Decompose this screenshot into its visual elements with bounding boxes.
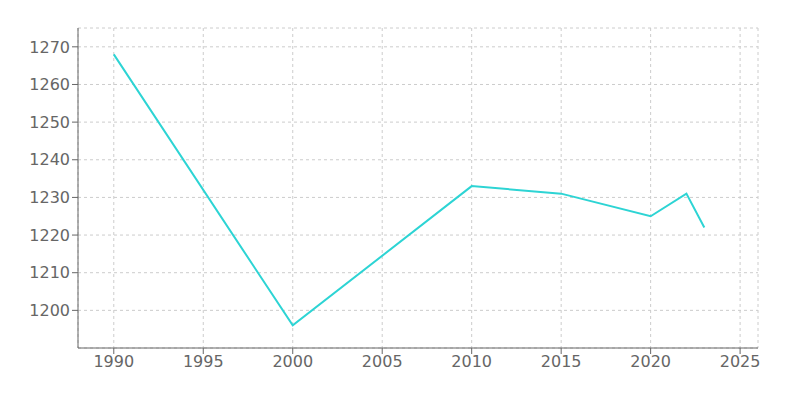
svg-text:1210: 1210 (29, 263, 70, 282)
svg-text:1200: 1200 (29, 301, 70, 320)
svg-text:1220: 1220 (29, 226, 70, 245)
svg-text:2015: 2015 (541, 352, 582, 371)
svg-text:1250: 1250 (29, 113, 70, 132)
svg-text:2025: 2025 (720, 352, 761, 371)
svg-text:2010: 2010 (451, 352, 492, 371)
svg-text:1240: 1240 (29, 150, 70, 169)
svg-text:2000: 2000 (272, 352, 313, 371)
svg-text:2005: 2005 (362, 352, 403, 371)
svg-text:1230: 1230 (29, 188, 70, 207)
svg-text:1260: 1260 (29, 75, 70, 94)
svg-text:1270: 1270 (29, 38, 70, 57)
svg-text:1990: 1990 (93, 352, 134, 371)
svg-text:1995: 1995 (183, 352, 224, 371)
svg-text:2020: 2020 (630, 352, 671, 371)
